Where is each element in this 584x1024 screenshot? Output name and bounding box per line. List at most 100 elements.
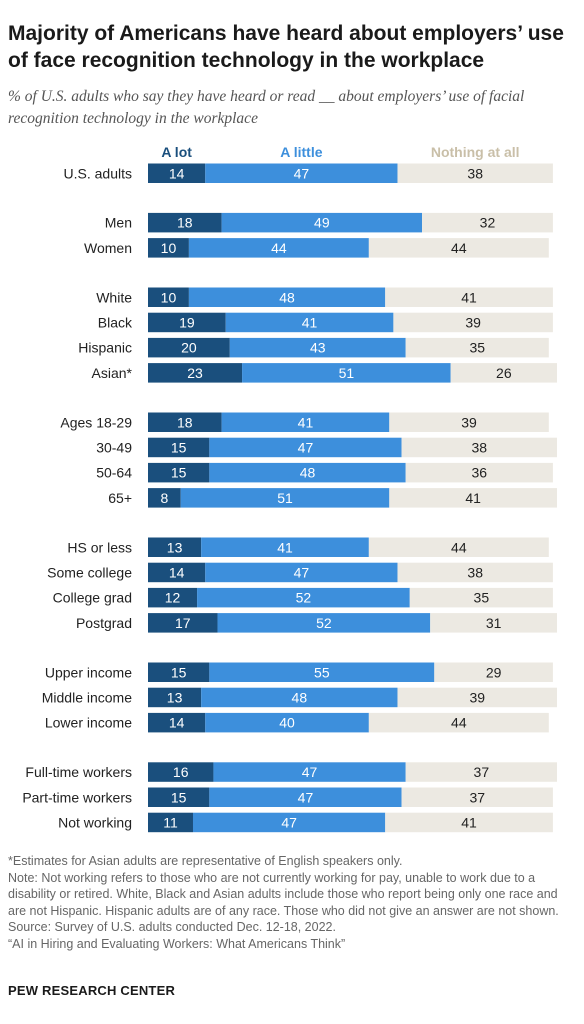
- data-label-a-little: 48: [292, 689, 308, 705]
- bar-nothing: [368, 712, 549, 733]
- category-label: Postgrad: [76, 615, 132, 631]
- bar-a-lot: [148, 238, 189, 258]
- bar-nothing: [368, 238, 549, 258]
- data-label-nothing: 39: [469, 689, 485, 705]
- category-label: White: [96, 289, 132, 305]
- data-label-a-lot: 18: [177, 215, 193, 231]
- data-label-a-little: 47: [298, 789, 314, 805]
- data-label-a-little: 47: [302, 764, 318, 780]
- category-label: College grad: [53, 590, 132, 606]
- bar-a-little: [217, 613, 431, 633]
- category-label: Middle income: [42, 689, 132, 705]
- data-label-a-little: 47: [294, 564, 310, 580]
- data-label-a-little: 40: [279, 715, 295, 731]
- bar-a-lot: [148, 712, 206, 733]
- legend-nothing-at-all: Nothing at all: [430, 144, 520, 160]
- category-label: Men: [105, 215, 132, 231]
- data-label-a-little: 51: [339, 365, 355, 381]
- note-report-title: “AI in Hiring and Evaluating Workers: Wh…: [8, 936, 346, 951]
- bar-a-lot: [148, 312, 226, 333]
- stacked-bar-chart: U.S. adults 14 47 38 Men 18 49 32 Women 10 44 44 Whi…: [22, 163, 557, 833]
- bar-a-lot: [148, 412, 222, 432]
- data-label-a-little: 52: [296, 590, 312, 606]
- data-label-nothing: 44: [451, 715, 467, 731]
- footer-brand: PEW RESEARCH CENTER: [8, 983, 176, 998]
- category-label: Ages 18-29: [60, 414, 132, 430]
- data-label-a-lot: 10: [161, 289, 177, 305]
- data-label-a-little: 51: [277, 490, 293, 506]
- bar-a-lot: [148, 762, 214, 782]
- bar-a-lot: [148, 488, 181, 508]
- bar-a-lot: [148, 212, 222, 233]
- chart-title: Majority of Americans have heard about e…: [8, 22, 564, 72]
- bar-nothing: [409, 587, 553, 608]
- category-label: Women: [84, 240, 132, 256]
- data-label-nothing: 35: [469, 340, 485, 356]
- data-label-a-lot: 12: [165, 590, 181, 606]
- category-label: Not working: [58, 814, 132, 830]
- category-label: Hispanic: [78, 340, 132, 356]
- bar-a-lot: [148, 363, 243, 383]
- bar-nothing: [397, 163, 553, 183]
- data-label-a-lot: 18: [177, 414, 193, 430]
- bar-a-lot: [148, 437, 210, 458]
- data-label-a-lot: 8: [160, 490, 168, 506]
- bar-a-lot: [148, 287, 189, 307]
- data-label-a-little: 47: [281, 814, 297, 830]
- bar-nothing: [397, 562, 553, 583]
- bar-a-little: [205, 712, 369, 733]
- data-label-a-little: 43: [310, 340, 326, 356]
- bar-nothing: [368, 537, 549, 557]
- bar-a-lot: [148, 662, 210, 682]
- data-label-a-little: 44: [271, 240, 287, 256]
- data-label-a-lot: 10: [161, 240, 177, 256]
- bar-nothing: [393, 312, 553, 333]
- bar-a-lot: [148, 337, 230, 358]
- bar-nothing: [397, 687, 557, 708]
- bar-nothing: [405, 462, 553, 483]
- data-label-a-little: 48: [279, 289, 295, 305]
- bar-nothing: [385, 287, 553, 307]
- category-label: Lower income: [45, 715, 132, 731]
- bar-a-little: [205, 163, 398, 183]
- category-label: Some college: [47, 564, 132, 580]
- bar-a-lot: [148, 687, 202, 708]
- bar-nothing: [401, 437, 557, 458]
- category-label: Part-time workers: [22, 789, 132, 805]
- data-label-a-little: 48: [300, 465, 316, 481]
- bar-a-little: [201, 687, 398, 708]
- data-label-a-little: 41: [298, 414, 314, 430]
- data-label-nothing: 39: [465, 314, 481, 330]
- data-label-a-lot: 11: [163, 814, 178, 830]
- bar-nothing: [401, 787, 553, 807]
- data-label-nothing: 32: [480, 215, 496, 231]
- data-label-a-little: 41: [302, 314, 318, 330]
- bar-nothing: [389, 412, 549, 432]
- bar-a-little: [221, 412, 390, 432]
- bar-a-lot: [148, 163, 206, 183]
- bar-a-lot: [148, 613, 218, 633]
- data-label-nothing: 39: [461, 414, 477, 430]
- data-label-nothing: 44: [451, 240, 467, 256]
- data-label-nothing: 29: [486, 664, 502, 680]
- bar-a-lot: [148, 812, 193, 833]
- legend-a-lot: A lot: [161, 144, 192, 160]
- bar-nothing: [405, 337, 549, 358]
- data-label-a-lot: 15: [171, 439, 187, 455]
- data-label-nothing: 35: [474, 590, 490, 606]
- data-label-nothing: 37: [469, 789, 485, 805]
- bar-a-little: [225, 312, 394, 333]
- bar-nothing: [405, 762, 557, 782]
- data-label-nothing: 41: [461, 289, 477, 305]
- bar-a-little: [209, 462, 406, 483]
- bar-nothing: [450, 363, 557, 383]
- bar-a-little: [221, 212, 423, 233]
- bar-a-lot: [148, 462, 210, 483]
- chart-subtitle: % of U.S. adults who say they have heard…: [8, 88, 525, 127]
- data-label-a-lot: 14: [169, 564, 185, 580]
- category-label: Full-time workers: [25, 764, 132, 780]
- bar-a-lot: [148, 787, 210, 807]
- bar-a-little: [192, 812, 386, 833]
- category-label: HS or less: [67, 539, 132, 555]
- data-label-nothing: 38: [467, 165, 483, 181]
